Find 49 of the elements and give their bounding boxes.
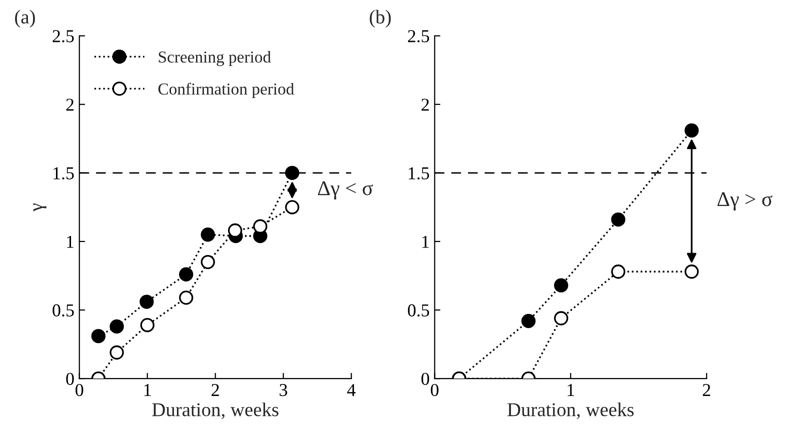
point bbox=[179, 267, 194, 282]
y-tick-label: 1.5 bbox=[54, 167, 74, 180]
legend-label: Confirmation period bbox=[158, 82, 294, 98]
point bbox=[285, 166, 300, 180]
y-tick-label: 2.5 bbox=[408, 30, 430, 42]
x-tick-label: 1 bbox=[144, 384, 151, 396]
y-tick-label: 0.5 bbox=[52, 304, 74, 317]
x-axis-title: Duration, weeks bbox=[152, 402, 278, 420]
x-axis-title: Duration, weeks bbox=[507, 402, 634, 420]
y-tick-label: 2 bbox=[422, 98, 429, 111]
x-tick-label: 4 bbox=[347, 384, 356, 396]
y-tick-label: 0 bbox=[421, 372, 430, 385]
point bbox=[200, 254, 215, 270]
x-tick-label: 0 bbox=[76, 384, 84, 396]
point bbox=[228, 223, 242, 238]
point bbox=[140, 318, 154, 332]
chart-title: (b) bbox=[370, 10, 391, 28]
point bbox=[110, 319, 124, 334]
legend-label: Screening period bbox=[158, 50, 271, 66]
y-tick-label: 0.5 bbox=[408, 304, 430, 317]
x-tick-label: 3 bbox=[280, 384, 288, 396]
text: Δγ > σ bbox=[717, 192, 772, 210]
x-tick-label: 2 bbox=[702, 384, 710, 396]
y-axis-title: γ bbox=[33, 203, 46, 212]
point bbox=[554, 311, 568, 326]
point bbox=[554, 278, 568, 292]
x-tick-label: 1 bbox=[568, 384, 574, 396]
y-tick-label: 2 bbox=[66, 98, 74, 111]
point bbox=[179, 290, 194, 305]
point bbox=[684, 264, 699, 279]
point bbox=[253, 219, 268, 234]
y-tick-label: 1.5 bbox=[408, 167, 430, 180]
point bbox=[611, 212, 626, 227]
y-tick-label: 1 bbox=[67, 236, 74, 248]
chart-title: (a) bbox=[15, 10, 35, 28]
point bbox=[684, 123, 699, 138]
point bbox=[140, 294, 154, 309]
x-tick-label: 2 bbox=[212, 384, 219, 396]
point bbox=[611, 264, 626, 279]
point bbox=[285, 200, 300, 214]
point bbox=[91, 328, 106, 344]
y-tick-label: 1 bbox=[422, 236, 429, 248]
y-tick-label: 2.5 bbox=[52, 30, 74, 42]
x-tick-label: 0 bbox=[430, 384, 438, 396]
point bbox=[521, 314, 536, 328]
annotation: Δγ < σ bbox=[318, 181, 373, 200]
point bbox=[200, 228, 215, 242]
point bbox=[110, 345, 124, 360]
y-tick-label: 0 bbox=[66, 372, 74, 385]
